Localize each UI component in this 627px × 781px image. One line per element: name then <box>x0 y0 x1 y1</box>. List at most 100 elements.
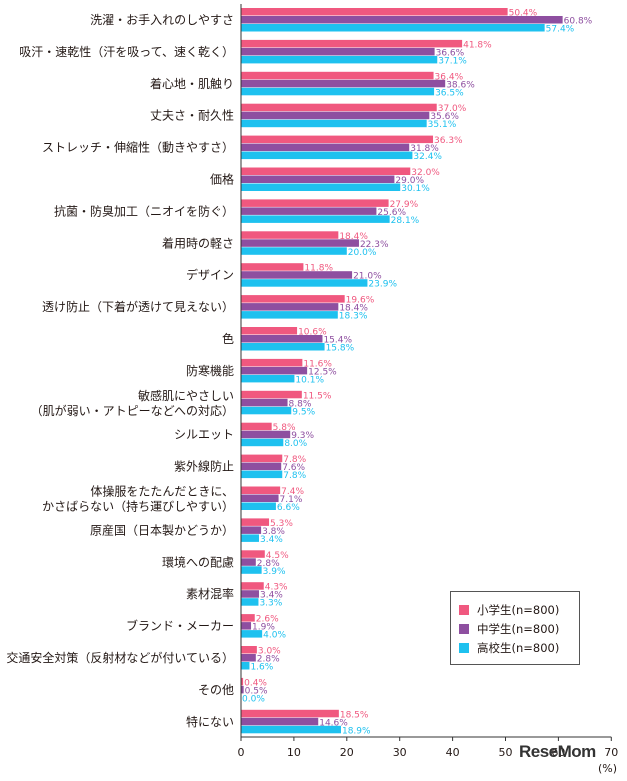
bar-elementary <box>241 422 272 431</box>
data-label-high-school: 32.4% <box>413 152 442 162</box>
bar-junior-high <box>241 303 339 311</box>
x-tick-label: 60 <box>551 746 565 759</box>
bar-junior-high <box>241 335 323 343</box>
bar-elementary <box>241 614 255 622</box>
bar-junior-high <box>241 175 395 183</box>
bar-high-school <box>241 662 250 670</box>
data-label-high-school: 18.9% <box>342 726 371 736</box>
data-label-elementary: 7.8% <box>283 455 306 465</box>
data-label-junior-high: 35.6% <box>430 112 459 122</box>
category-label: 丈夫さ・耐久性 <box>150 109 234 123</box>
legend-swatch-high-school <box>459 643 469 653</box>
category-label: 特にない <box>186 714 234 729</box>
bar-elementary <box>241 486 281 494</box>
bar-high-school <box>241 470 283 479</box>
data-label-high-school: 3.4% <box>260 535 283 545</box>
category-label: 防寒機能 <box>186 363 234 378</box>
data-label-high-school: 15.8% <box>326 344 355 354</box>
data-label-elementary: 3.0% <box>258 647 281 657</box>
data-label-elementary: 18.5% <box>340 710 369 720</box>
data-label-elementary: 19.6% <box>346 296 375 306</box>
category-label: 紫外線防止 <box>174 459 234 474</box>
bar-high-school <box>241 566 262 574</box>
data-label-junior-high: 22.3% <box>360 240 389 250</box>
data-label-elementary: 4.5% <box>266 551 289 561</box>
data-label-elementary: 11.8% <box>304 264 333 274</box>
data-label-high-school: 3.9% <box>263 567 286 577</box>
bar-junior-high <box>241 430 291 439</box>
legend-label-high-school: 高校生(n=800) <box>477 641 560 655</box>
bar-high-school <box>241 343 325 351</box>
data-label-elementary: 37.0% <box>438 104 467 114</box>
data-label-high-school: 30.1% <box>401 184 430 194</box>
bar-high-school <box>241 438 284 447</box>
bar-high-school <box>241 87 435 96</box>
bar-elementary <box>241 167 411 175</box>
data-label-junior-high: 0.5% <box>245 686 268 696</box>
bar-high-school <box>241 725 341 734</box>
category-label: デザイン <box>186 267 234 282</box>
bar-junior-high <box>241 111 430 120</box>
bar-junior-high <box>241 207 377 215</box>
x-tick-label: 70 <box>604 746 618 759</box>
data-label-high-school: 20.0% <box>348 248 377 258</box>
data-label-junior-high: 2.8% <box>257 655 280 665</box>
legend-item-high-school: 高校生(n=800) <box>459 640 559 656</box>
data-label-high-school: 9.5% <box>292 407 315 417</box>
data-label-junior-high: 18.4% <box>339 304 368 314</box>
category-label: 素材混率 <box>186 586 234 601</box>
data-label-high-school: 8.0% <box>284 439 307 449</box>
data-label-elementary: 0.4% <box>244 678 267 688</box>
legend-swatch-elementary <box>459 605 469 615</box>
x-axis: 0 10 20 30 40 50 60 70 <box>238 4 618 759</box>
category-label: 色 <box>222 332 234 346</box>
data-label-junior-high: 2.8% <box>257 559 280 569</box>
category-label: 環境への配慮 <box>162 554 234 569</box>
legend-label-junior-high: 中学生(n=800) <box>477 622 560 636</box>
bar-elementary <box>241 71 434 80</box>
data-label-junior-high: 29.0% <box>395 176 424 186</box>
bar-high-school <box>241 55 438 64</box>
category-label: 敏感肌にやさしい（肌が弱い・アトピーなどへの対応） <box>31 388 234 418</box>
bar-elementary <box>241 646 257 654</box>
x-tick-label: 40 <box>446 746 460 759</box>
data-label-junior-high: 3.8% <box>262 527 285 537</box>
bar-junior-high <box>241 685 244 694</box>
watermark-logo: ReseMom <box>519 742 596 761</box>
data-label-high-school: 28.1% <box>391 216 420 226</box>
data-label-elementary: 7.4% <box>281 487 304 497</box>
category-label: 交通安全対策（反射材などが付いている） <box>6 650 234 665</box>
data-label-high-school: 3.3% <box>259 599 282 609</box>
bar-junior-high <box>241 16 563 24</box>
data-label-junior-high: 12.5% <box>308 367 337 377</box>
data-label-elementary: 32.0% <box>411 168 440 178</box>
bar-elementary <box>241 39 463 48</box>
category-label: ストレッチ・伸縮性（動きやすさ） <box>42 140 234 155</box>
bar-elementary <box>241 199 389 207</box>
data-label-elementary: 11.5% <box>303 391 332 401</box>
legend-label-elementary: 小学生(n=800) <box>477 603 560 617</box>
category-label: シルエット <box>174 428 234 442</box>
bar-high-school <box>241 119 427 128</box>
bar-junior-high <box>241 79 446 88</box>
bar-high-school <box>241 374 295 383</box>
bar-junior-high <box>241 398 288 407</box>
bar-high-school <box>241 24 545 32</box>
bar-high-school <box>241 534 259 542</box>
bar-junior-high <box>241 622 252 630</box>
data-label-elementary: 4.3% <box>265 583 288 593</box>
bar-junior-high <box>241 717 319 726</box>
bar-high-school <box>241 598 259 606</box>
bar-junior-high <box>241 654 256 662</box>
data-label-high-school: 10.1% <box>295 375 324 385</box>
data-label-high-school: 4.0% <box>263 631 286 641</box>
data-label-high-school: 57.4% <box>546 25 575 35</box>
bar-junior-high <box>241 494 279 502</box>
bar-high-school <box>241 406 292 415</box>
data-label-junior-high: 3.4% <box>260 591 283 601</box>
bars-layer: 50.4% 60.8%57.4% 41.8%36.6%37.1% 36.4%38.6%… <box>241 8 593 736</box>
category-label: 原産国（日本製かどうか） <box>90 522 234 537</box>
data-label-elementary: 18.4% <box>339 232 368 242</box>
category-label: 吸汗・速乾性（汗を吸って、速く乾く） <box>19 45 234 59</box>
data-label-junior-high: 38.6% <box>446 80 475 90</box>
